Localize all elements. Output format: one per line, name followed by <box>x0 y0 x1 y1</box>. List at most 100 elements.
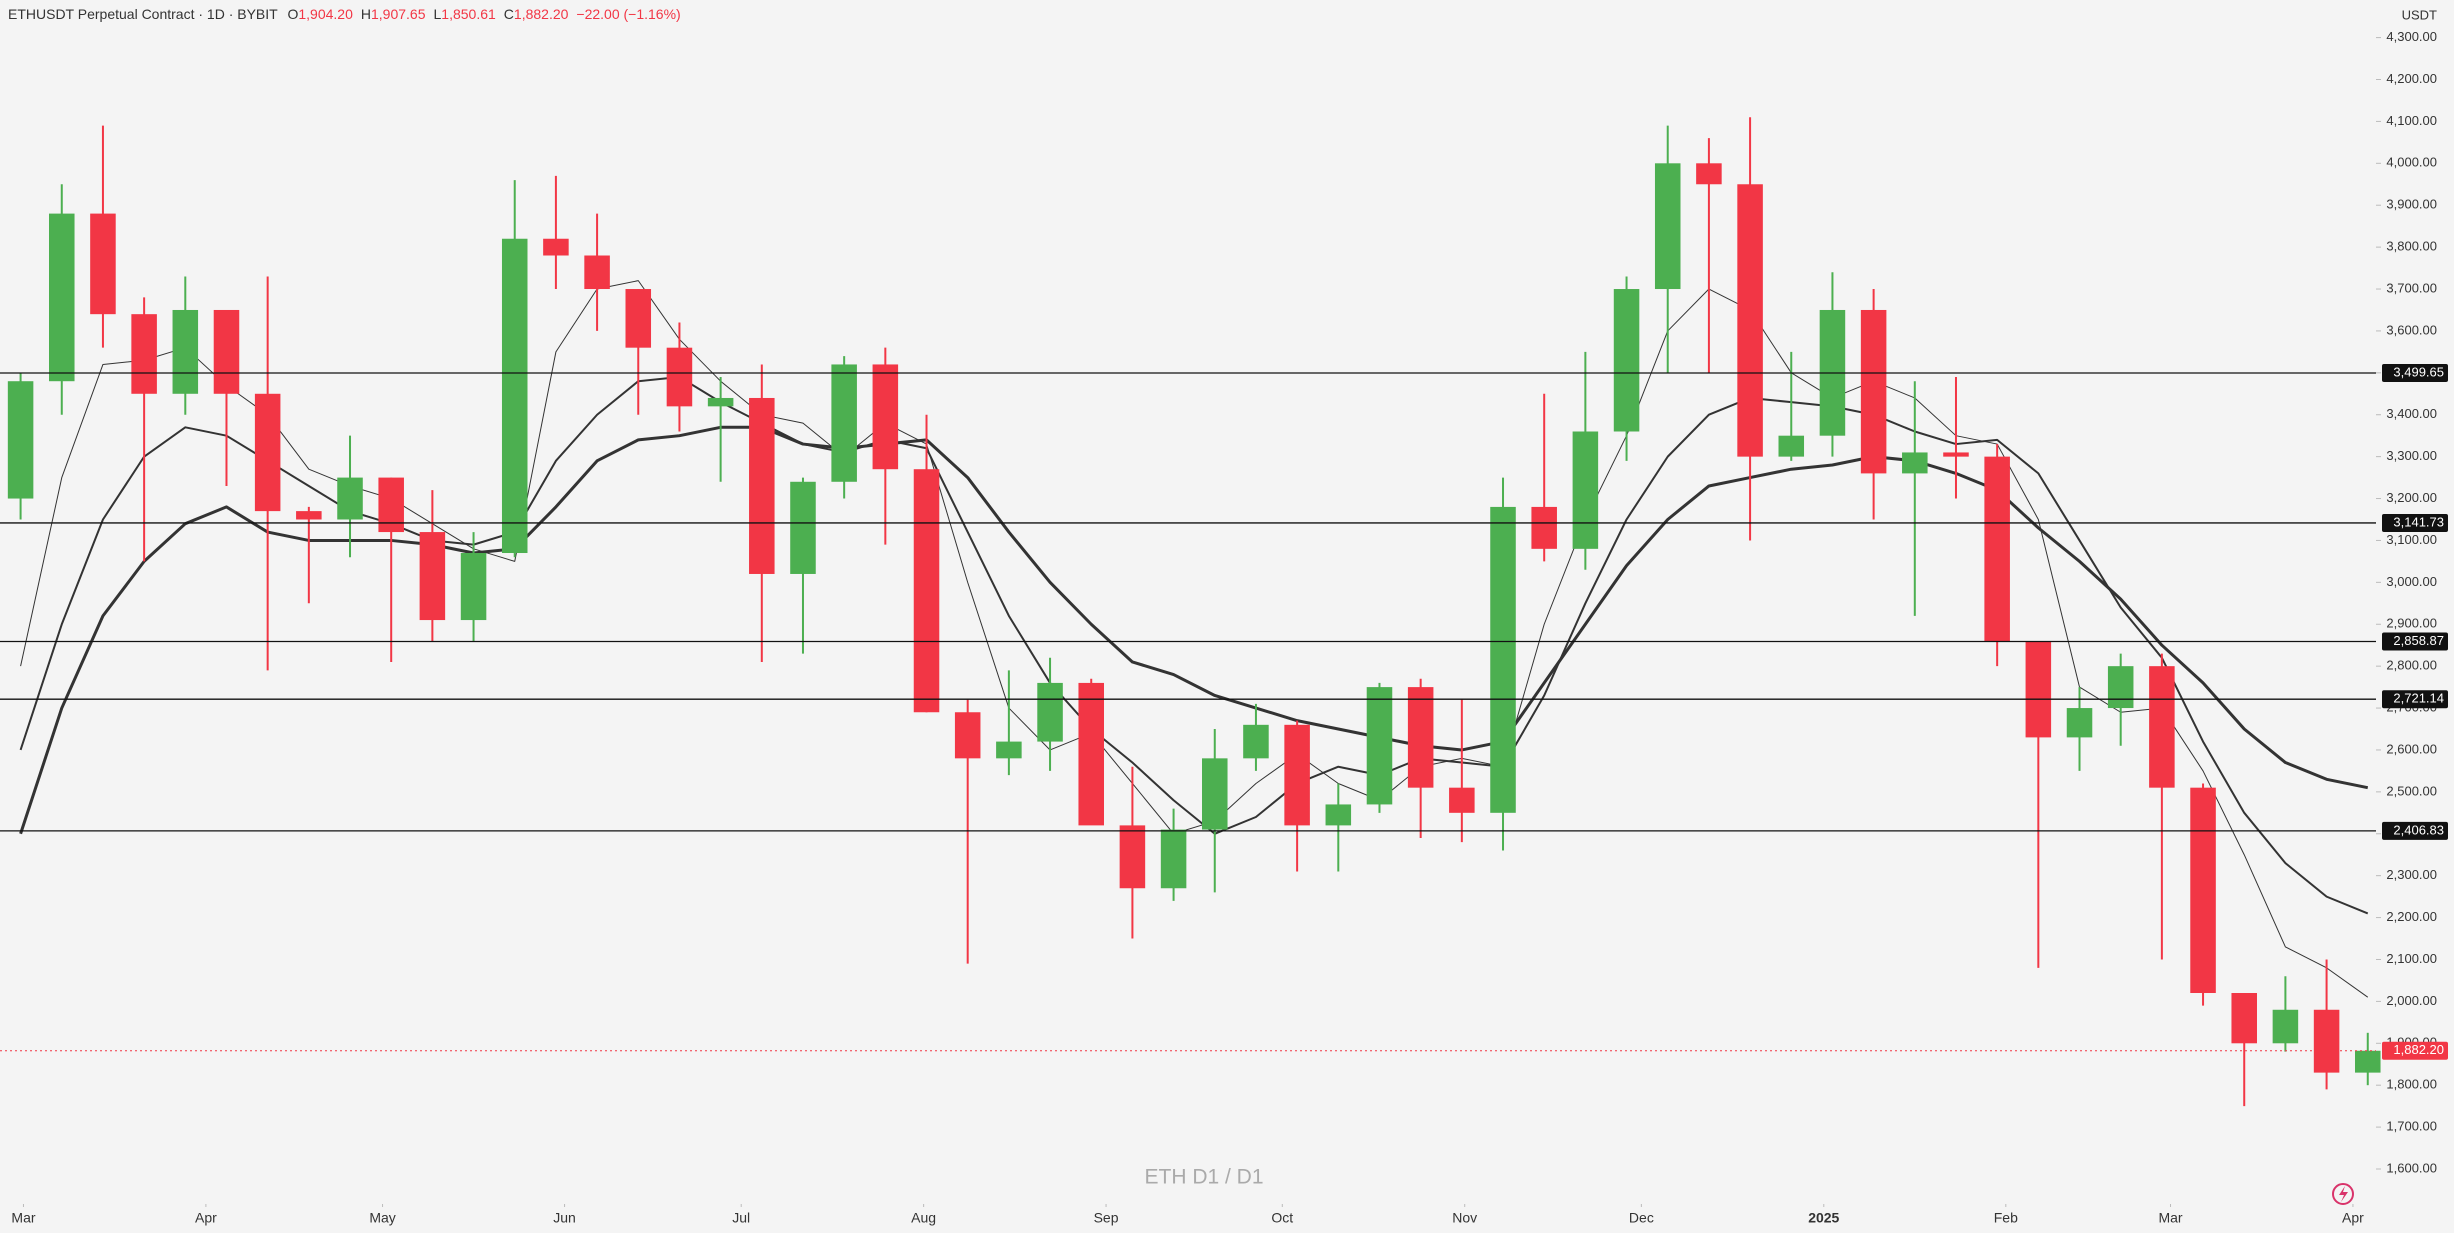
level-label-box <box>2382 821 2448 840</box>
y-tick-label: 3,900.00 <box>2386 197 2437 212</box>
candle-body <box>254 393 281 512</box>
l-value: 1,850.61 <box>441 6 496 22</box>
candle-body <box>1531 506 1557 549</box>
y-tick-label: 2,600.00 <box>2386 741 2437 756</box>
header: ETHUSDT Perpetual Contract · 1D · BYBIT O… <box>8 6 681 22</box>
candle-body <box>2272 1009 2299 1044</box>
candle-body <box>1490 506 1516 813</box>
x-tick-label: Apr <box>2342 1210 2364 1226</box>
x-tick-label: Aug <box>911 1210 936 1226</box>
candle-body <box>1243 724 1269 759</box>
x-tick-label: Jul <box>732 1210 750 1226</box>
moving-average <box>20 280 2369 998</box>
icon-bolt[interactable] <box>2339 1186 2348 1202</box>
level-label: 2,858.87 <box>2393 633 2444 648</box>
candle-body <box>1202 758 1228 830</box>
candle-body <box>1613 289 1640 432</box>
x-tick-label: Mar <box>11 1210 35 1226</box>
candle-body <box>1902 452 1928 474</box>
candle-body <box>954 712 981 759</box>
y-tick-label: 2,300.00 <box>2386 867 2437 882</box>
candle-body <box>49 213 75 382</box>
candle-body <box>2025 641 2052 738</box>
candle-body <box>1366 687 1393 805</box>
candle-body <box>2231 993 2257 1044</box>
candle-body <box>543 238 569 256</box>
change: −22.00 (−1.16%) <box>576 6 680 22</box>
candle-body <box>296 511 322 520</box>
level-label-box <box>2382 363 2448 382</box>
watermark: ETH D1 / D1 <box>1144 1166 1263 1189</box>
candle-body <box>213 309 240 394</box>
candle-body <box>749 397 775 574</box>
candle-body <box>2149 666 2175 788</box>
candle-body <box>1078 682 1104 826</box>
x-tick-label: Apr <box>195 1210 217 1226</box>
candle-body <box>1696 163 1722 185</box>
axis-unit: USDT <box>2402 7 2437 22</box>
icon[interactable] <box>2332 1183 2354 1205</box>
y-tick-label: 4,200.00 <box>2386 71 2437 86</box>
candle-body <box>831 364 857 482</box>
y-tick-label: 2,500.00 <box>2386 783 2437 798</box>
y-tick-label: 4,300.00 <box>2386 29 2437 44</box>
candle-body <box>1449 787 1475 813</box>
y-tick-label: 3,100.00 <box>2386 532 2437 547</box>
c-label: C <box>504 6 514 22</box>
candle-body <box>1778 435 1805 457</box>
candle-body <box>419 532 446 621</box>
candle-body <box>1160 829 1187 889</box>
level-label-box <box>2382 513 2448 532</box>
y-tick-label: 3,300.00 <box>2386 448 2437 463</box>
y-tick-label: 1,600.00 <box>2386 1160 2437 1175</box>
candle-body <box>378 477 404 533</box>
candle-body <box>996 741 1022 759</box>
y-tick-label: 2,900.00 <box>2386 616 2437 631</box>
x-tick-label: Dec <box>1629 1210 1654 1226</box>
x-tick-label: Sep <box>1094 1210 1119 1226</box>
y-tick-label: 3,600.00 <box>2386 322 2437 337</box>
x-tick-label: Oct <box>1271 1210 1293 1226</box>
x-tick-label: Mar <box>2158 1210 2182 1226</box>
level-label-box <box>2382 632 2448 651</box>
candle-body <box>1572 431 1599 549</box>
y-tick-label: 1,700.00 <box>2386 1119 2437 1134</box>
candle-body <box>1654 163 1681 290</box>
candle-body <box>131 314 157 394</box>
y-tick-label: 4,000.00 <box>2386 155 2437 170</box>
y-tick-label: 3,200.00 <box>2386 490 2437 505</box>
candle-body <box>1737 184 1763 457</box>
candle-body <box>2354 1050 2381 1073</box>
x-tick-label: Nov <box>1452 1210 1477 1226</box>
candle-body <box>2107 666 2134 709</box>
moving-average <box>19 376 2369 915</box>
x-tick-label: Feb <box>1994 1210 2018 1226</box>
icon-ring[interactable] <box>2332 1183 2354 1205</box>
candle-body <box>337 477 363 520</box>
candle-body <box>913 469 940 713</box>
o-label: O <box>287 6 298 22</box>
candle-body <box>707 397 734 407</box>
h-label: H <box>361 6 371 22</box>
candle-body <box>90 213 116 315</box>
y-tick-label: 2,800.00 <box>2386 658 2437 673</box>
candle-body <box>172 309 199 394</box>
y-tick-label: 1,800.00 <box>2386 1077 2437 1092</box>
level-label-box <box>2382 690 2448 709</box>
candle-body <box>625 289 652 348</box>
y-tick-label: 3,000.00 <box>2386 574 2437 589</box>
level-label: 2,406.83 <box>2393 822 2444 837</box>
candle-body <box>1119 825 1146 889</box>
l-label: L <box>433 6 441 22</box>
candle-body <box>1325 804 1352 826</box>
y-tick-label: 2,100.00 <box>2386 951 2437 966</box>
symbol: ETHUSDT Perpetual Contract · 1D · BYBIT <box>8 6 278 22</box>
candle-body <box>7 381 34 499</box>
candle-body <box>1284 724 1310 826</box>
candle-body <box>1037 682 1063 742</box>
h-value: 1,907.65 <box>371 6 426 22</box>
candle-body <box>790 481 816 574</box>
candle-body <box>584 255 610 290</box>
candle-body <box>501 238 528 554</box>
